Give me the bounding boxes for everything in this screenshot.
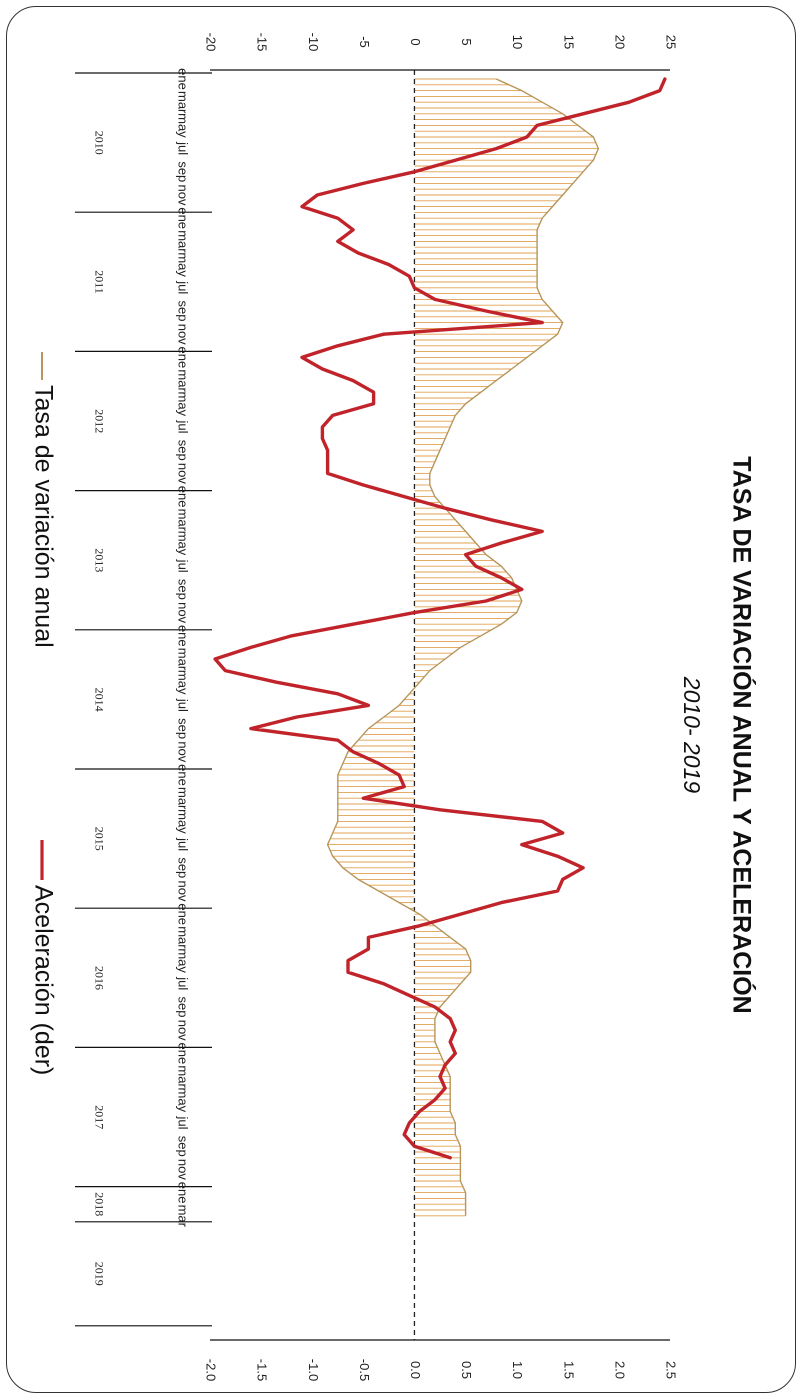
left-axis-tick-label: -15 [255, 33, 270, 52]
chart-title: TASA DE VARIACIÓN ANUAL Y ACELERACIÓN [727, 456, 757, 1013]
month-label: may [176, 531, 191, 556]
month-label: nov [176, 602, 191, 623]
left-axis-tick-label: -5 [357, 36, 372, 48]
month-label: ene [176, 764, 191, 786]
month-label: may [176, 809, 191, 834]
right-axis-tick-label: 1.0 [510, 1361, 525, 1379]
month-label: sep [176, 161, 191, 182]
left-axis-tick-label: 10 [510, 35, 525, 49]
month-label: jul [176, 419, 191, 433]
month-label: ene [176, 486, 191, 508]
month-label: mar [176, 509, 191, 532]
month-label: nov [176, 185, 191, 206]
month-label: mar [176, 230, 191, 253]
month-label: ene [176, 1182, 191, 1204]
month-label: may [176, 392, 191, 417]
month-label: jul [176, 1115, 191, 1129]
right-axis-ticks: -2.0 -1.5 -1.0 -0.5 0.0 0.5 1.0 1.5 2.0 2.5 [204, 1359, 679, 1381]
month-label: jul [176, 837, 191, 851]
year-label: 2016 [92, 966, 106, 990]
month-label: may [176, 252, 191, 277]
year-label: 2015 [92, 827, 106, 851]
month-label: jul [176, 280, 191, 294]
right-axis-tick-label: 0.5 [459, 1361, 474, 1379]
left-axis-tick-label: 20 [612, 35, 627, 49]
month-label: jul [176, 698, 191, 712]
year-label: 2011 [92, 270, 106, 294]
month-label: mar [176, 369, 191, 392]
year-label: 2014 [92, 688, 106, 712]
month-label: ene [176, 347, 191, 369]
month-label: nov [176, 463, 191, 484]
month-label: nov [176, 1159, 191, 1180]
left-axis-tick-label: 5 [459, 38, 474, 45]
month-label: sep [176, 301, 191, 322]
legend-label-tasa: Tasa de variación anual [29, 385, 57, 648]
right-axis-tick-label: -1.5 [255, 1359, 270, 1381]
right-axis-tick-label: 2.5 [664, 1361, 679, 1379]
tasa-area-hatching [327, 78, 599, 1217]
year-label: 2012 [92, 409, 106, 433]
left-axis-tick-label: 25 [664, 35, 679, 49]
month-label: jul [176, 559, 191, 573]
month-label: ene [176, 903, 191, 925]
year-label: 2018 [92, 1192, 106, 1216]
plot-area [75, 69, 670, 1341]
month-label: jul [176, 976, 191, 990]
year-separators [75, 72, 212, 1327]
left-axis-tick-label: -10 [306, 33, 321, 52]
month-label: mar [176, 91, 191, 114]
month-labels: enemarmayjulsepnovenemarmayjulsepnovenem… [176, 68, 191, 1228]
year-label: 2013 [92, 548, 106, 572]
aceleracion-series-line [213, 77, 667, 1160]
left-axis-ticks: -20 -15 -10 -5 0 5 10 15 20 25 [204, 33, 679, 52]
month-label: nov [176, 324, 191, 345]
month-label: mar [176, 1205, 191, 1228]
year-label: 2010 [92, 131, 106, 155]
year-labels: 2010 2011 2012 2013 2014 2015 2016 2017 2018 2019 [92, 131, 106, 1286]
right-axis-tick-label: -2.0 [204, 1359, 219, 1381]
month-label: ene [176, 68, 191, 90]
year-label: 2019 [92, 1262, 106, 1286]
right-axis-tick-label: 2.0 [612, 1361, 627, 1379]
month-label: sep [176, 997, 191, 1018]
month-label: ene [176, 625, 191, 647]
month-label: sep [176, 857, 191, 878]
month-label: sep [176, 1136, 191, 1157]
left-axis-tick-label: 15 [561, 35, 576, 49]
month-label: mar [176, 787, 191, 810]
left-axis-tick-label: -20 [204, 33, 219, 52]
month-label: ene [176, 207, 191, 229]
month-label: nov [176, 881, 191, 902]
month-label: sep [176, 579, 191, 600]
month-label: may [176, 670, 191, 695]
month-label: may [176, 113, 191, 138]
month-label: ene [176, 1043, 191, 1065]
right-axis-tick-label: 1.5 [561, 1361, 576, 1379]
tasa-series-line [326, 78, 600, 1216]
month-label: nov [176, 741, 191, 762]
month-label: jul [176, 141, 191, 155]
chart-subtitle: 2010- 2019 [679, 676, 705, 794]
right-axis-tick-label: 0.0 [408, 1361, 423, 1379]
month-label: mar [176, 648, 191, 671]
month-label: sep [176, 440, 191, 461]
month-label: may [176, 948, 191, 973]
month-label: mar [176, 1065, 191, 1088]
month-label: may [176, 1088, 191, 1113]
year-label: 2017 [92, 1105, 106, 1129]
month-label: mar [176, 926, 191, 949]
legend-label-aceleracion: Aceleración (der) [29, 885, 57, 1075]
legend: Tasa de variación anual Aceleración (der… [29, 352, 57, 1075]
right-axis-tick-label: -1.0 [306, 1359, 321, 1381]
left-axis-tick-label: 0 [408, 38, 423, 45]
chart-frame [6, 6, 796, 1393]
right-axis-tick-label: -0.5 [357, 1359, 372, 1381]
month-label: nov [176, 1020, 191, 1041]
month-label: sep [176, 718, 191, 739]
